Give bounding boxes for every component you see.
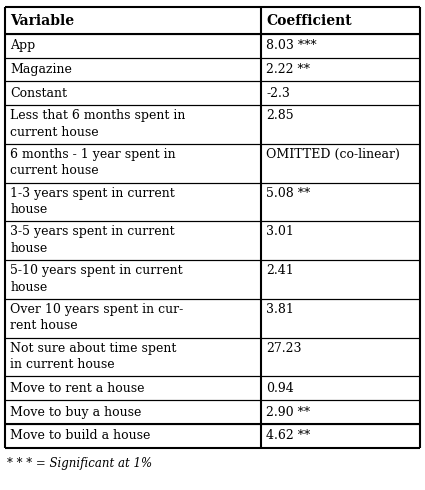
Text: Coefficient: Coefficient — [266, 14, 352, 27]
Text: OMITTED (co-linear): OMITTED (co-linear) — [266, 148, 400, 161]
Text: Move to build a house: Move to build a house — [10, 429, 150, 442]
Text: 5.08 **: 5.08 ** — [266, 187, 311, 199]
Text: 3.81: 3.81 — [266, 303, 295, 316]
Text: Magazine: Magazine — [10, 63, 72, 76]
Text: Move to buy a house: Move to buy a house — [10, 406, 142, 418]
Bar — [5, 400, 420, 424]
Text: 1-3 years spent in current
house: 1-3 years spent in current house — [10, 187, 175, 216]
Text: Move to rent a house: Move to rent a house — [10, 382, 144, 395]
Text: 3-5 years spent in current
house: 3-5 years spent in current house — [10, 225, 175, 255]
Bar — [5, 376, 420, 400]
Bar — [5, 221, 420, 260]
Bar — [5, 81, 420, 105]
Bar — [5, 183, 420, 221]
Bar — [5, 299, 420, 338]
Text: 2.85: 2.85 — [266, 109, 294, 122]
Text: 2.41: 2.41 — [266, 264, 294, 277]
Bar — [5, 7, 420, 34]
Text: 27.23: 27.23 — [266, 342, 302, 355]
Text: Over 10 years spent in cur-
rent house: Over 10 years spent in cur- rent house — [10, 303, 184, 333]
Bar — [5, 424, 420, 447]
Text: 8.03 ***: 8.03 *** — [266, 39, 317, 52]
Text: Variable: Variable — [10, 14, 74, 27]
Text: * * * = Significant at 1%: * * * = Significant at 1% — [7, 457, 152, 469]
Bar — [5, 144, 420, 182]
Text: App: App — [10, 39, 35, 52]
Text: 6 months - 1 year spent in
current house: 6 months - 1 year spent in current house — [10, 148, 176, 177]
Bar — [5, 338, 420, 376]
Text: 3.01: 3.01 — [266, 225, 295, 239]
Bar — [5, 260, 420, 299]
Text: Not sure about time spent
in current house: Not sure about time spent in current hou… — [10, 342, 176, 371]
Text: 2.22 **: 2.22 ** — [266, 63, 311, 76]
Text: Constant: Constant — [10, 87, 67, 99]
Bar — [5, 58, 420, 81]
Text: 0.94: 0.94 — [266, 382, 294, 395]
Bar — [5, 34, 420, 58]
Text: -2.3: -2.3 — [266, 87, 290, 99]
Text: Less that 6 months spent in
current house: Less that 6 months spent in current hous… — [10, 109, 186, 139]
Text: 4.62 **: 4.62 ** — [266, 429, 311, 442]
Bar — [5, 105, 420, 144]
Text: 2.90 **: 2.90 ** — [266, 406, 311, 418]
Text: 5-10 years spent in current
house: 5-10 years spent in current house — [10, 264, 183, 294]
